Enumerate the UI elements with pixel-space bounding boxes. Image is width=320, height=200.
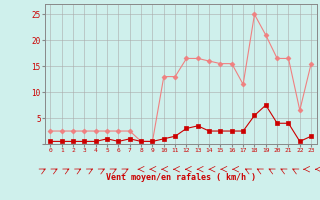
X-axis label: Vent moyen/en rafales ( km/h ): Vent moyen/en rafales ( km/h ) <box>106 173 256 182</box>
